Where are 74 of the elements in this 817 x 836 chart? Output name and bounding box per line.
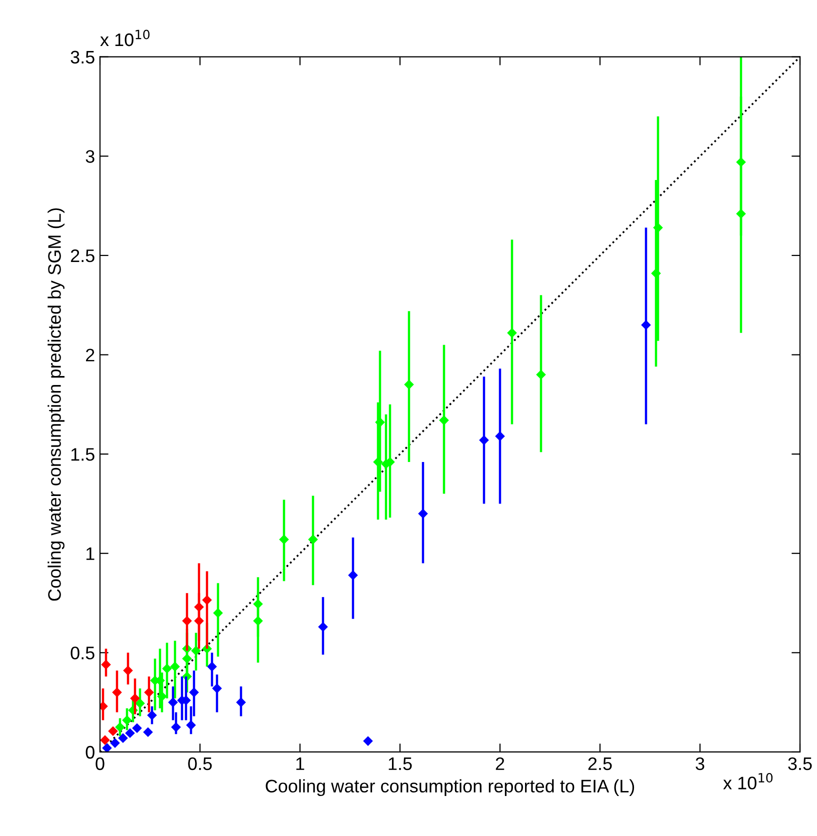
point [479,436,489,445]
point [439,416,449,425]
point [318,622,328,632]
point [115,722,125,732]
y-tick-label: 2.5 [70,249,94,262]
point [168,698,178,707]
y-tick-label: 1.5 [71,448,94,461]
point [212,684,222,694]
y-tick-label: 0.5 [70,646,94,660]
point [191,646,201,656]
x-tick-label: 3 [696,757,704,770]
point [253,599,263,609]
point [363,736,373,746]
point [207,662,217,672]
point [108,726,118,736]
point [653,223,663,232]
point [143,727,153,737]
point [186,720,196,730]
x-tick-label: 0.5 [188,757,212,770]
point [171,722,181,732]
point [182,616,192,626]
point [170,662,180,672]
point [112,688,122,698]
x-tick-label: 2 [496,757,504,770]
y-tick-label: 3 [86,150,94,163]
y-tick-label: 0 [86,746,94,759]
point [101,660,111,670]
x-tick-label: 3.5 [788,757,812,770]
point [110,738,120,748]
point [194,616,204,626]
y-tick-label: 3.5 [70,50,94,64]
point [308,534,318,544]
point [118,733,128,743]
point [123,666,133,676]
y-tick-label: 1 [86,547,94,560]
x-tick-label: 1 [296,758,304,770]
point [162,664,172,674]
point [536,370,546,380]
point [202,595,212,605]
point [736,209,746,218]
x-tick-label: 2.5 [588,757,612,770]
point [373,457,383,467]
point [253,616,263,626]
point [147,710,157,720]
point [404,380,414,390]
x-axis-title: Cooling water consumption reported to EIA (L) [266,779,634,796]
point [130,694,140,703]
point [236,698,246,707]
point [279,534,289,544]
text: x 10$^{10}$ [100,30,150,46]
point [132,724,142,733]
text: x 10$^{10}$ [723,772,773,790]
y-tick-label: 2 [86,348,94,362]
point [348,570,358,580]
x-tick-label: 1.5 [388,758,412,770]
point [189,688,199,698]
point [375,418,385,427]
point [100,735,110,745]
point [125,728,135,738]
point [157,692,167,701]
point [213,608,223,618]
point [495,432,505,441]
y-axis-title: Cooling water consumption predicted by SGM (L) [48,208,64,601]
point [507,328,517,338]
point [651,268,661,278]
point [135,698,145,708]
point [736,157,746,167]
x-tick-label: 0 [96,757,104,770]
point [122,716,132,725]
point [144,688,154,698]
point [182,654,192,664]
point [194,602,204,612]
point [641,320,651,330]
point [418,509,428,518]
